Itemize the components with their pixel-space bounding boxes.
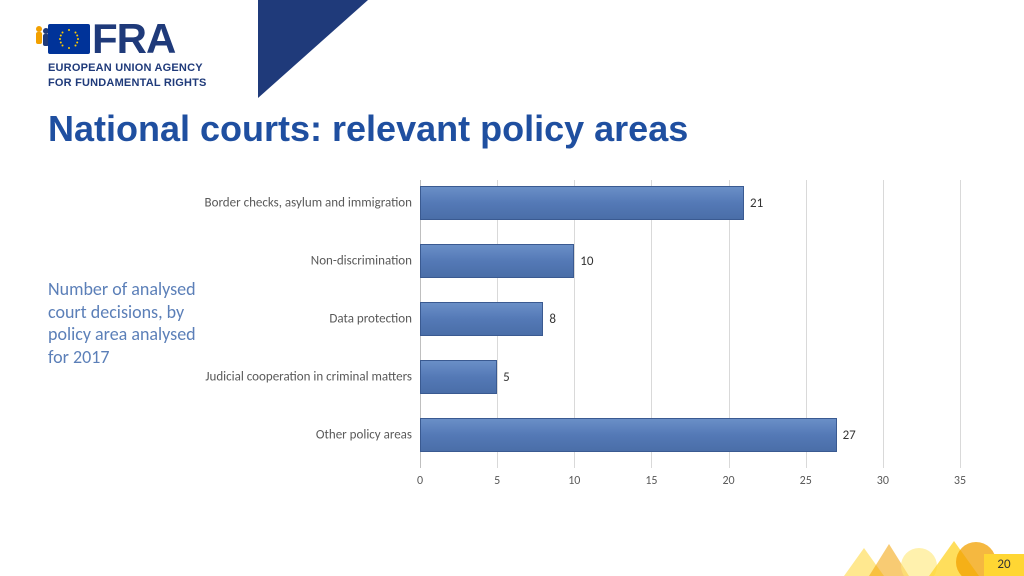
bar-value: 21 [750, 196, 763, 211]
page-number: 20 [984, 554, 1024, 576]
bar [420, 360, 497, 394]
bar-value: 27 [843, 428, 856, 443]
logo-subtitle-2: FOR FUNDAMENTAL RIGHTS [48, 77, 207, 90]
x-tick-label: 30 [877, 474, 889, 488]
grid-line [883, 180, 884, 468]
bar-value: 10 [580, 254, 593, 269]
chart-plot-area: 05101520253035Border checks, asylum and … [420, 180, 960, 480]
x-tick-label: 35 [954, 474, 966, 488]
policy-chart: 0 5 10 15 20 25 30 35 Border checks, asylum and … [180, 180, 980, 510]
x-tick-label: 0 [417, 474, 423, 488]
x-tick-label: 25 [800, 474, 812, 488]
bar-value: 5 [503, 370, 510, 385]
bar-row: 8 [420, 302, 556, 336]
bar [420, 186, 744, 220]
bar [420, 244, 574, 278]
logo-text: FRA [92, 18, 175, 60]
fra-logo: FRA EUROPEAN UNION AGENCY FOR FUNDAMENTA… [48, 18, 207, 89]
grid-line [960, 180, 961, 468]
slide-title: National courts: relevant policy areas [48, 108, 688, 150]
bar [420, 418, 837, 452]
logo-main-row: FRA [48, 18, 207, 60]
bar-row: 10 [420, 244, 593, 278]
category-label: Data protection [329, 312, 412, 327]
logo-subtitle-1: EUROPEAN UNION AGENCY [48, 62, 207, 75]
chart-caption: Number of analysed court decisions, by p… [48, 278, 198, 368]
bar-row: 27 [420, 418, 856, 452]
category-label: Judicial cooperation in criminal matters [205, 370, 412, 385]
x-tick-label: 15 [645, 474, 657, 488]
bar-value: 8 [549, 312, 556, 327]
bar [420, 302, 543, 336]
slide: FRA EUROPEAN UNION AGENCY FOR FUNDAMENTA… [0, 0, 1024, 576]
x-tick-label: 5 [494, 474, 500, 488]
bar-row: 21 [420, 186, 763, 220]
header-triangle [258, 0, 368, 98]
x-tick-label: 10 [568, 474, 580, 488]
bar-row: 5 [420, 360, 510, 394]
eu-flag-icon [48, 24, 90, 54]
category-label: Border checks, asylum and immigration [205, 196, 412, 211]
category-label: Non-discrimination [311, 254, 412, 269]
x-tick-label: 20 [722, 474, 734, 488]
category-label: Other policy areas [316, 428, 412, 443]
